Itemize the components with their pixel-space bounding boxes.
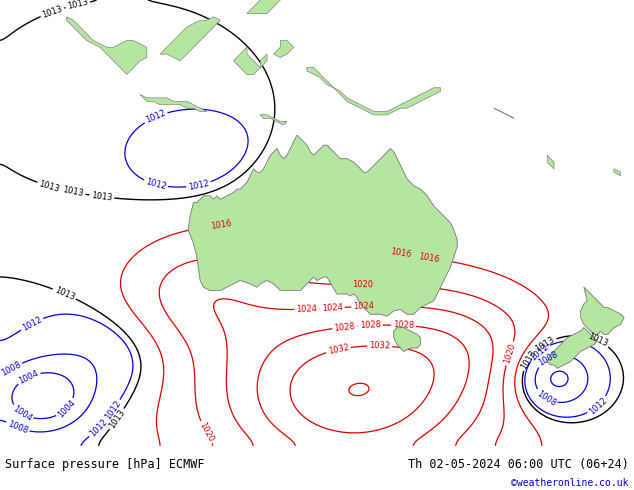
- Polygon shape: [274, 41, 294, 57]
- Polygon shape: [188, 135, 457, 316]
- Text: 1013: 1013: [38, 179, 61, 194]
- Text: 1012: 1012: [20, 315, 43, 333]
- Polygon shape: [261, 115, 287, 125]
- Text: 1008: 1008: [6, 419, 29, 436]
- Polygon shape: [394, 328, 420, 351]
- Polygon shape: [494, 108, 514, 118]
- Polygon shape: [547, 328, 597, 368]
- Text: 1013: 1013: [62, 186, 84, 198]
- Text: ©weatheronline.co.uk: ©weatheronline.co.uk: [512, 478, 629, 488]
- Text: 1032: 1032: [327, 343, 350, 356]
- Text: 1028: 1028: [334, 321, 356, 333]
- Text: 1028: 1028: [393, 320, 415, 331]
- Polygon shape: [394, 328, 420, 351]
- Text: 1012: 1012: [587, 395, 609, 416]
- Polygon shape: [67, 17, 147, 74]
- Text: 1013: 1013: [586, 332, 609, 349]
- Text: 1013: 1013: [41, 4, 64, 20]
- Text: 1020: 1020: [198, 421, 216, 443]
- Polygon shape: [188, 135, 457, 316]
- Text: 1016: 1016: [418, 251, 440, 264]
- Text: 1012: 1012: [188, 178, 210, 192]
- Polygon shape: [247, 0, 280, 14]
- Text: 1013: 1013: [67, 0, 89, 11]
- Polygon shape: [247, 0, 280, 14]
- Text: 1004: 1004: [56, 398, 77, 419]
- Polygon shape: [547, 328, 597, 368]
- Text: 1020: 1020: [502, 342, 517, 365]
- Text: 1013: 1013: [534, 335, 557, 353]
- Text: 1020: 1020: [352, 280, 373, 290]
- Text: 1008: 1008: [0, 360, 23, 378]
- Text: 1008: 1008: [534, 389, 557, 408]
- Polygon shape: [581, 287, 624, 335]
- Text: 1013: 1013: [520, 348, 538, 371]
- Text: 1013: 1013: [91, 191, 113, 202]
- Text: 1013: 1013: [107, 408, 127, 430]
- Text: 1012: 1012: [145, 177, 167, 192]
- Text: 1012: 1012: [145, 109, 167, 125]
- Text: 1016: 1016: [389, 247, 411, 259]
- Polygon shape: [614, 169, 621, 175]
- Text: 1012: 1012: [528, 342, 550, 362]
- Text: 1008: 1008: [537, 350, 560, 368]
- Polygon shape: [140, 95, 207, 112]
- Polygon shape: [581, 287, 624, 335]
- Polygon shape: [307, 68, 441, 115]
- Polygon shape: [614, 169, 621, 175]
- Text: 1012: 1012: [103, 399, 123, 421]
- Polygon shape: [547, 155, 554, 169]
- Text: 1004: 1004: [17, 368, 40, 386]
- Polygon shape: [274, 41, 294, 57]
- Text: 1004: 1004: [11, 404, 34, 423]
- Polygon shape: [140, 95, 207, 112]
- Polygon shape: [547, 155, 554, 169]
- Text: 1016: 1016: [210, 219, 232, 230]
- Text: Surface pressure [hPa] ECMWF: Surface pressure [hPa] ECMWF: [5, 458, 205, 471]
- Text: 1024: 1024: [296, 304, 317, 314]
- Polygon shape: [233, 48, 267, 74]
- Text: Th 02-05-2024 06:00 UTC (06+24): Th 02-05-2024 06:00 UTC (06+24): [408, 458, 629, 471]
- Polygon shape: [160, 17, 220, 61]
- Polygon shape: [261, 115, 287, 125]
- Polygon shape: [160, 17, 220, 61]
- Polygon shape: [307, 68, 441, 115]
- Text: 1013: 1013: [53, 286, 76, 302]
- Text: 1024: 1024: [353, 302, 375, 312]
- Polygon shape: [67, 17, 147, 74]
- Polygon shape: [233, 48, 267, 74]
- Text: 1028: 1028: [359, 320, 381, 330]
- Text: 1024: 1024: [321, 303, 343, 313]
- Text: 1032: 1032: [369, 341, 391, 351]
- Text: 1012: 1012: [88, 417, 109, 439]
- Polygon shape: [494, 108, 514, 118]
